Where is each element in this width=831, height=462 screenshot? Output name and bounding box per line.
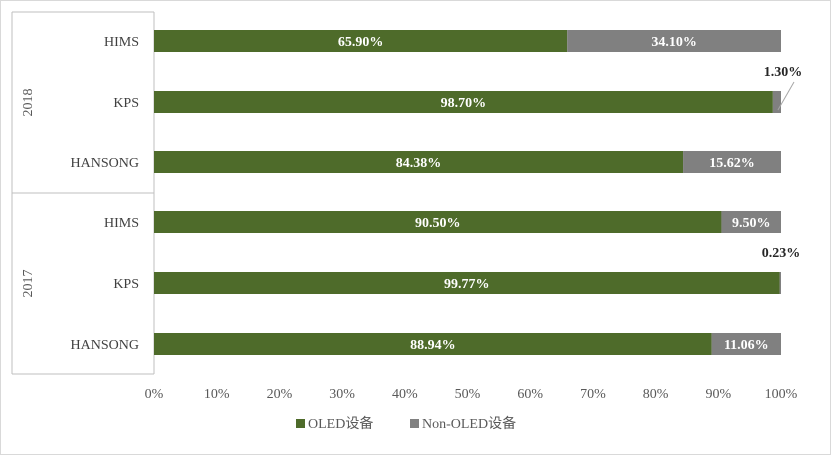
bar-oled xyxy=(154,272,780,294)
bar-oled xyxy=(154,91,773,113)
bar-oled xyxy=(154,151,684,173)
x-tick-label: 90% xyxy=(705,387,731,402)
legend-label-non-oled: Non-OLED设备 xyxy=(422,415,516,432)
data-label-non-oled: 9.50% xyxy=(732,216,771,231)
bar-non-oled xyxy=(779,272,781,294)
bar-oled xyxy=(154,211,722,233)
x-tick-label: 20% xyxy=(267,387,293,402)
leader-line xyxy=(777,81,795,111)
bar-non-oled xyxy=(772,91,781,113)
x-tick-label: 80% xyxy=(643,387,669,402)
legend-label-oled: OLED设备 xyxy=(308,415,373,432)
x-tick-label: 0% xyxy=(145,387,164,402)
group-label: 2017 xyxy=(21,270,36,298)
data-label-non-oled: 15.62% xyxy=(709,156,755,171)
group-label: 2018 xyxy=(21,89,36,117)
x-tick-label: 70% xyxy=(580,387,606,402)
x-tick-label: 60% xyxy=(517,387,543,402)
data-label-oled: 88.94% xyxy=(410,338,456,353)
x-tick-label: 10% xyxy=(204,387,230,402)
category-label: HANSONG xyxy=(71,338,139,353)
data-label-oled: 65.90% xyxy=(338,35,384,50)
data-label-oled: 90.50% xyxy=(415,216,461,231)
bar-non-oled xyxy=(711,333,781,355)
x-tick-label: 40% xyxy=(392,387,418,402)
category-label: HANSONG xyxy=(71,156,139,171)
legend-swatch-oled xyxy=(296,419,305,428)
bar-oled xyxy=(154,333,712,355)
category-label: HIMS xyxy=(104,35,139,50)
data-label-non-oled: 0.23% xyxy=(762,246,801,261)
x-tick-label: 30% xyxy=(329,387,355,402)
data-label-non-oled: 1.30% xyxy=(764,65,803,80)
data-label-non-oled: 11.06% xyxy=(724,338,769,353)
bar-non-oled xyxy=(721,211,781,233)
category-label: KPS xyxy=(113,277,139,292)
data-label-oled: 84.38% xyxy=(396,156,442,171)
x-tick-label: 100% xyxy=(765,387,798,402)
bar-oled xyxy=(154,30,568,52)
data-label-oled: 99.77% xyxy=(444,277,490,292)
bar-non-oled xyxy=(683,151,781,173)
category-label: KPS xyxy=(113,96,139,111)
data-label-non-oled: 34.10% xyxy=(651,35,697,50)
bar-non-oled xyxy=(567,30,781,52)
category-label: HIMS xyxy=(104,216,139,231)
x-tick-label: 50% xyxy=(455,387,481,402)
data-label-oled: 98.70% xyxy=(441,96,487,111)
legend-swatch-non-oled xyxy=(410,419,419,428)
